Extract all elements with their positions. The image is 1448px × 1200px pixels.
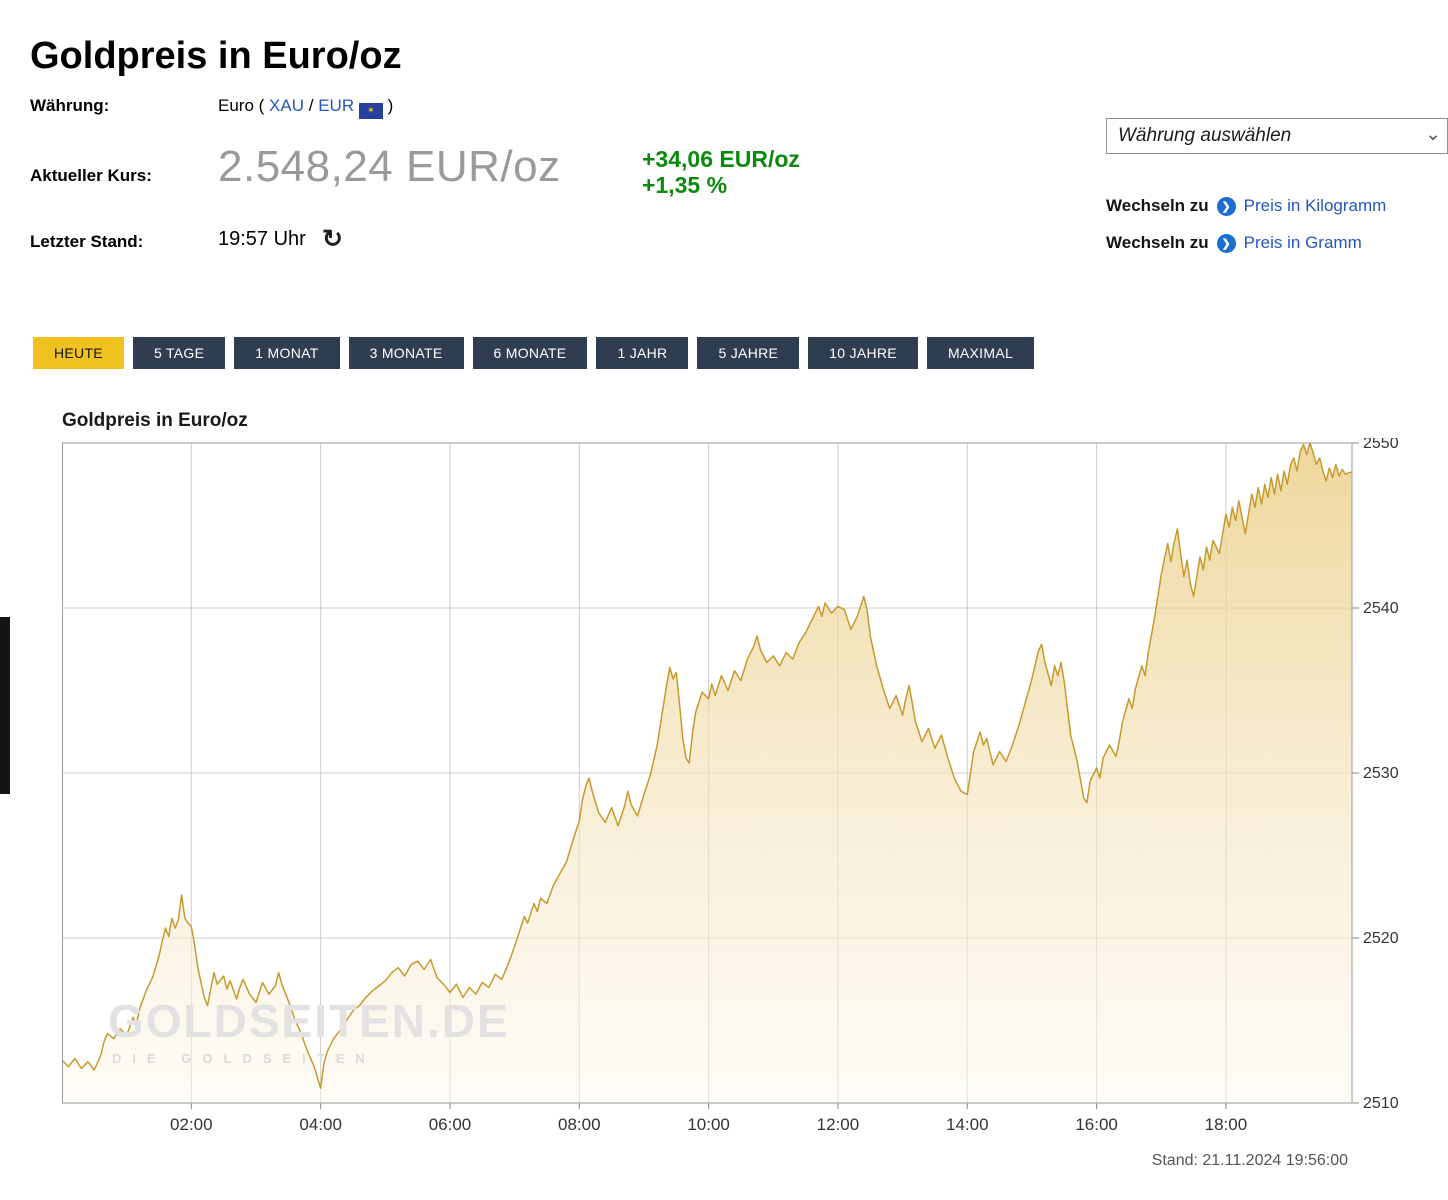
range-button-maximal[interactable]: MAXIMAL <box>926 337 1035 369</box>
time-range-buttons: HEUTE 5 TAGE 1 MONAT 3 MONATE 6 MONATE 1… <box>33 337 1035 369</box>
range-button-10-jahre[interactable]: 10 JAHRE <box>808 337 918 369</box>
chart-title: Goldpreis in Euro/oz <box>62 410 248 431</box>
chart-timestamp: Stand: 21.11.2024 19:56:00 <box>1151 1152 1348 1169</box>
price-change-absolute: +34,06 EUR/oz <box>642 146 800 172</box>
range-button-1-monat[interactable]: 1 MONAT <box>234 337 340 369</box>
x-axis-label: 12:00 <box>817 1115 860 1134</box>
x-axis-label: 16:00 <box>1075 1115 1118 1134</box>
xau-link[interactable]: XAU <box>269 96 304 115</box>
y-axis-label: 2550 <box>1363 438 1399 452</box>
x-axis-label: 18:00 <box>1205 1115 1248 1134</box>
y-axis-label: 2530 <box>1363 765 1399 782</box>
currency-separator: / <box>308 96 314 115</box>
price-change-percent: +1,35 % <box>642 172 728 199</box>
range-button-1-jahr[interactable]: 1 JAHR <box>596 337 689 369</box>
x-axis-label: 08:00 <box>558 1115 601 1134</box>
range-button-5-tage[interactable]: 5 TAGE <box>132 337 226 369</box>
price-in-kilogram-link[interactable]: Preis in Kilogramm <box>1243 196 1387 215</box>
page-title: Goldpreis in Euro/oz <box>30 35 402 78</box>
switch-label-g: Wechseln zu <box>1106 233 1209 252</box>
currency-value: Euro ( XAU / EUR ✶ ) <box>218 96 393 119</box>
currency-suffix: ) <box>387 96 394 115</box>
price-line <box>61 442 1353 1089</box>
x-axis-label: 02:00 <box>170 1115 213 1134</box>
y-axis-label: 2520 <box>1363 930 1399 947</box>
last-update-label: Letzter Stand: <box>30 232 144 251</box>
x-axis-label: 14:00 <box>946 1115 989 1134</box>
chart-area: 02:00 04:00 06:00 08:00 10:00 12:00 14:00 16:00… <box>61 435 1422 1148</box>
switch-label-kg: Wechseln zu <box>1106 196 1209 215</box>
price-chart-svg[interactable]: 02:00 04:00 06:00 08:00 10:00 12:00 14:00 16:00… <box>61 435 1414 1141</box>
side-panel-handle[interactable] <box>0 617 10 794</box>
arrow-right-circle-icon[interactable]: ❯ <box>1216 196 1236 216</box>
price-area <box>62 443 1352 1103</box>
chevron-down-icon: ⌄ <box>1425 124 1441 145</box>
range-button-3-monate[interactable]: 3 MONATE <box>348 337 464 369</box>
range-button-heute[interactable]: HEUTE <box>33 337 124 369</box>
current-price-label: Aktueller Kurs: <box>30 166 152 185</box>
currency-select[interactable]: Währung auswählen ⌄ <box>1106 118 1448 154</box>
y-axis-label: 2540 <box>1363 600 1399 617</box>
price-change: +34,06 EUR/oz +1,35 % <box>642 146 800 199</box>
plot-border <box>62 442 1353 1104</box>
price-in-gram-link[interactable]: Preis in Gramm <box>1243 233 1362 252</box>
range-button-6-monate[interactable]: 6 MONATE <box>472 337 588 369</box>
arrow-right-circle-icon[interactable]: ❯ <box>1216 233 1236 253</box>
eur-link[interactable]: EUR <box>318 96 355 115</box>
x-axis-label: 04:00 <box>299 1115 342 1134</box>
x-axis-label: 10:00 <box>687 1115 730 1134</box>
currency-prefix: Euro ( <box>218 96 265 115</box>
currency-select-value: Währung auswählen <box>1118 125 1292 146</box>
refresh-icon[interactable]: ↻ <box>322 225 343 253</box>
switch-to-gram-row: Wechseln zu ❯ Preis in Gramm <box>1106 233 1362 253</box>
x-axis-label: 06:00 <box>429 1115 472 1134</box>
last-update-value: 19:57 Uhr <box>218 228 306 250</box>
switch-to-kilogram-row: Wechseln zu ❯ Preis in Kilogramm <box>1106 196 1386 216</box>
eu-flag-icon: ✶ <box>358 103 383 119</box>
y-axis-label: 2510 <box>1363 1095 1399 1112</box>
currency-label: Währung: <box>30 96 110 115</box>
range-button-5-jahre[interactable]: 5 JAHRE <box>697 337 800 369</box>
current-price-value: 2.548,24 EUR/oz <box>218 142 561 191</box>
